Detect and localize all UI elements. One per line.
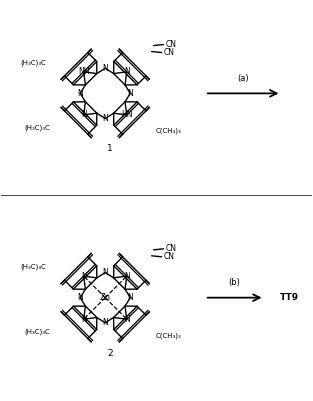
Text: CN: CN (164, 252, 175, 261)
Text: Zn: Zn (100, 293, 111, 302)
Text: N: N (81, 271, 87, 281)
Text: (a): (a) (237, 74, 249, 83)
Text: CN: CN (166, 40, 177, 49)
Text: N: N (102, 64, 108, 73)
Text: HN: HN (121, 110, 132, 119)
Text: N: N (77, 89, 83, 98)
Text: N: N (77, 293, 83, 302)
Text: 1: 1 (107, 144, 113, 154)
Text: (b): (b) (229, 278, 241, 287)
Text: (H₃C)₃C: (H₃C)₃C (20, 264, 46, 270)
Text: N: N (102, 114, 108, 123)
Text: N: N (81, 110, 87, 119)
Text: NH: NH (78, 67, 90, 76)
Text: (H₃C)₃C: (H₃C)₃C (24, 124, 50, 131)
Text: N: N (127, 293, 133, 302)
Text: (H₃C)₃C: (H₃C)₃C (20, 60, 46, 66)
Text: N: N (102, 268, 108, 277)
Text: (H₃C)₃C: (H₃C)₃C (24, 328, 50, 335)
Text: TT9: TT9 (280, 293, 299, 302)
Text: N: N (124, 271, 130, 281)
Text: N: N (124, 315, 130, 324)
Text: N: N (81, 315, 87, 324)
Text: N: N (127, 89, 133, 98)
Text: CN: CN (166, 244, 177, 253)
Text: C(CH₃)₃: C(CH₃)₃ (156, 332, 181, 338)
Text: C(CH₃)₃: C(CH₃)₃ (156, 128, 181, 134)
Text: N: N (102, 318, 108, 327)
Text: N: N (124, 67, 130, 76)
Text: 2: 2 (107, 349, 113, 358)
Text: CN: CN (164, 48, 175, 57)
